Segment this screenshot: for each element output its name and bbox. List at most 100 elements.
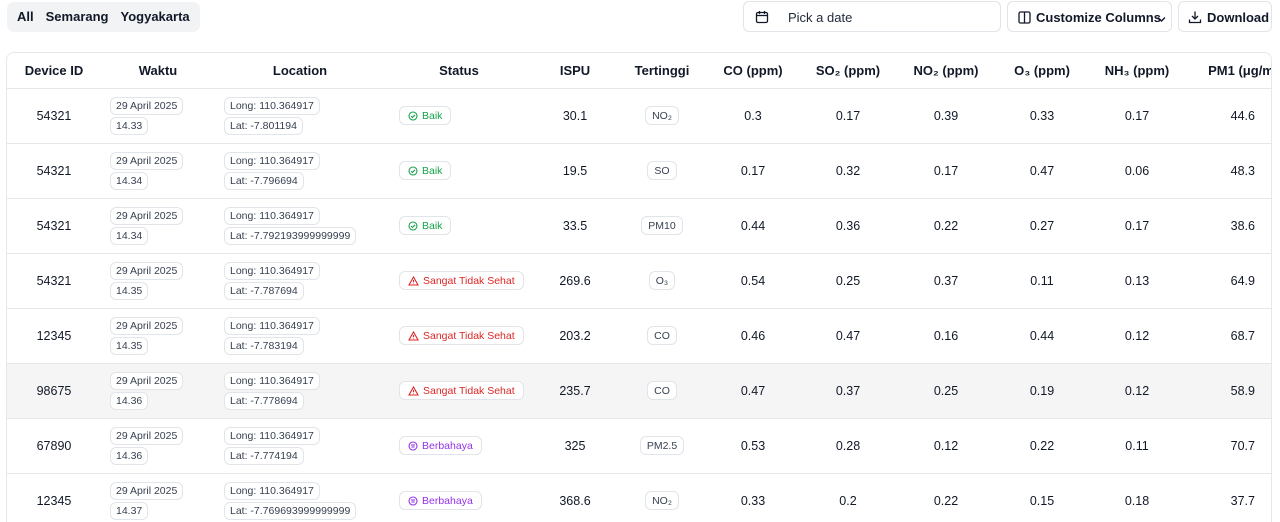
cell-device-id: 54321 [7, 143, 101, 199]
cell-no2: 0.16 [897, 308, 995, 364]
check-circle-icon [408, 220, 418, 231]
col-tertinggi[interactable]: Tertinggi [617, 53, 707, 89]
col-no2[interactable]: NO₂ (ppm) [897, 53, 995, 89]
col-waktu[interactable]: Waktu [101, 53, 215, 89]
status-badge: Baik [399, 216, 452, 235]
longitude-chip: Long: 110.364917 [224, 151, 320, 170]
cell-device-id: 98675 [7, 363, 101, 419]
cell-no2: 0.37 [897, 253, 995, 309]
table-row[interactable]: 67890 29 April 2025 14.36 Long: 110.364917 L… [7, 418, 1271, 474]
status-label: Baik [422, 164, 443, 177]
cell-nh3: 0.17 [1089, 88, 1185, 144]
status-badge: Baik [399, 106, 452, 125]
tertinggi-chip: CO [647, 381, 677, 400]
cell-o3: 0.33 [995, 88, 1089, 144]
col-nh3[interactable]: NH₃ (ppm) [1089, 53, 1185, 89]
table-row[interactable]: 54321 29 April 2025 14.34 Long: 110.364917 L… [7, 143, 1271, 199]
cell-co: 0.17 [707, 143, 799, 199]
status-badge: Sangat Tidak Sehat [399, 271, 524, 290]
cell-location: Long: 110.364917 Lat: -7.769693999999999 [215, 473, 385, 522]
status-badge: Berbahaya [399, 491, 482, 510]
customize-columns-button[interactable]: Customize Columns [1007, 1, 1172, 32]
cell-waktu: 29 April 2025 14.35 [101, 253, 215, 309]
col-status[interactable]: Status [385, 53, 533, 89]
cell-nh3: 0.18 [1089, 473, 1185, 522]
cell-tertinggi: O₃ [617, 253, 707, 309]
cell-co: 0.3 [707, 88, 799, 144]
tab-all[interactable]: All [11, 5, 40, 29]
cell-status: Sangat Tidak Sehat [385, 308, 533, 364]
longitude-chip: Long: 110.364917 [224, 206, 320, 225]
tab-yogyakarta[interactable]: Yogyakarta [120, 9, 190, 24]
tertinggi-chip: SO [647, 161, 677, 180]
cell-ispu: 269.6 [533, 253, 617, 309]
col-co[interactable]: CO (ppm) [707, 53, 799, 89]
status-label: Sangat Tidak Sehat [423, 384, 515, 397]
table-row[interactable]: 54321 29 April 2025 14.33 Long: 110.364917 L… [7, 88, 1271, 144]
col-device-id[interactable]: Device ID [7, 53, 101, 89]
table-row[interactable]: 54321 29 April 2025 14.35 Long: 110.364917 L… [7, 253, 1271, 309]
latitude-chip: Lat: -7.796694 [224, 171, 304, 190]
cell-so2: 0.47 [799, 308, 897, 364]
col-so2[interactable]: SO₂ (ppm) [799, 53, 897, 89]
download-button[interactable]: Download [1178, 1, 1272, 32]
cell-no2: 0.22 [897, 473, 995, 522]
cell-tertinggi: CO [617, 308, 707, 364]
col-pm1[interactable]: PM1 (μg/m [1185, 53, 1271, 89]
latitude-chip: Lat: -7.801194 [224, 116, 303, 135]
tertinggi-chip: PM2.5 [639, 436, 685, 455]
chevron-down-icon [1156, 12, 1167, 30]
skull-icon [408, 440, 418, 451]
table-row[interactable]: 98675 29 April 2025 14.36 Long: 110.364917 L… [7, 363, 1271, 419]
cell-o3: 0.47 [995, 143, 1089, 199]
longitude-chip: Long: 110.364917 [224, 371, 320, 390]
cell-pm1: 68.7 [1185, 308, 1271, 364]
table-row[interactable]: 54321 29 April 2025 14.34 Long: 110.364917 L… [7, 198, 1271, 254]
cell-nh3: 0.06 [1089, 143, 1185, 199]
cell-waktu: 29 April 2025 14.36 [101, 363, 215, 419]
cell-ispu: 19.5 [533, 143, 617, 199]
col-o3[interactable]: O₃ (ppm) [995, 53, 1089, 89]
date-picker-button[interactable]: Pick a date [743, 1, 1001, 32]
time-chip: 14.34 [110, 226, 149, 245]
cell-device-id: 54321 [7, 198, 101, 254]
data-table: Device ID Waktu Location Status ISPU Ter… [6, 52, 1272, 522]
time-chip: 14.35 [110, 281, 149, 300]
table-row[interactable]: 12345 29 April 2025 14.37 Long: 110.364917 L… [7, 473, 1271, 522]
tertinggi-chip: CO [647, 326, 677, 345]
cell-pm1: 70.7 [1185, 418, 1271, 474]
cell-status: Berbahaya [385, 418, 533, 474]
latitude-chip: Lat: -7.783194 [224, 336, 304, 355]
check-circle-icon [408, 165, 418, 176]
cell-co: 0.44 [707, 198, 799, 254]
cell-status: Sangat Tidak Sehat [385, 253, 533, 309]
columns-icon [1018, 11, 1031, 29]
cell-nh3: 0.11 [1089, 418, 1185, 474]
cell-so2: 0.32 [799, 143, 897, 199]
date-placeholder: Pick a date [788, 10, 853, 25]
cell-ispu: 325 [533, 418, 617, 474]
tertinggi-chip: NO₂ [645, 106, 679, 125]
tertinggi-chip: NO₂ [645, 491, 679, 510]
table-row[interactable]: 12345 29 April 2025 14.35 Long: 110.364917 L… [7, 308, 1271, 364]
time-chip: 14.34 [110, 171, 149, 190]
col-ispu[interactable]: ISPU [533, 53, 617, 89]
cell-nh3: 0.12 [1089, 363, 1185, 419]
date-chip: 29 April 2025 [110, 371, 184, 390]
cell-tertinggi: PM10 [617, 198, 707, 254]
tab-semarang[interactable]: Semarang [45, 9, 109, 24]
cell-tertinggi: PM2.5 [617, 418, 707, 474]
cell-tertinggi: NO₂ [617, 473, 707, 522]
col-location[interactable]: Location [215, 53, 385, 89]
warning-triangle-icon [408, 330, 419, 341]
cell-co: 0.54 [707, 253, 799, 309]
cell-status: Baik [385, 143, 533, 199]
latitude-chip: Lat: -7.792193999999999 [224, 226, 357, 245]
cell-pm1: 44.6 [1185, 88, 1271, 144]
latitude-chip: Lat: -7.774194 [224, 446, 304, 465]
cell-status: Baik [385, 198, 533, 254]
time-chip: 14.35 [110, 336, 149, 355]
cell-tertinggi: SO [617, 143, 707, 199]
cell-waktu: 29 April 2025 14.34 [101, 198, 215, 254]
cell-so2: 0.25 [799, 253, 897, 309]
